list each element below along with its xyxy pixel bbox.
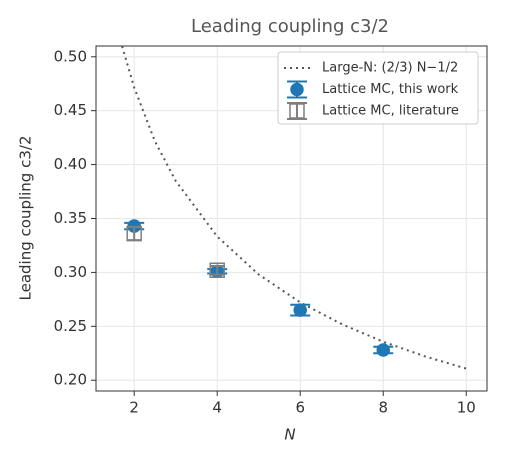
y-tick-label: 0.45 [54,101,87,119]
plot-frame [95,45,488,392]
curve [121,45,467,370]
y-tick-label: 0.50 [54,47,87,65]
marker [376,343,390,357]
y-tick-label: 0.35 [54,209,87,227]
x-tick-label: 4 [212,399,222,417]
y-tick-label: 0.30 [54,263,87,281]
marker [293,303,307,317]
x-axis-label: N [284,426,295,444]
y-tick-label: 0.25 [54,317,87,335]
legend-handle [287,102,307,120]
legend-label: Lattice MC, literature [322,104,459,119]
legend: Large-N: (2/3) N−1/2 Lattice MC, this wor… [277,51,479,125]
x-tick-label: 6 [295,399,305,417]
x-tick-label: 2 [129,399,139,417]
y-tick-label: 0.40 [54,155,87,173]
legend-box [277,51,479,125]
legend-label: Large-N: (2/3) N−1/2 [322,61,458,76]
y-tick-label: 0.20 [54,371,87,389]
y-axis-label: Leading coupling c3/2 [17,136,35,301]
marker [209,262,225,278]
marker [290,82,304,97]
x-tick-label: 8 [378,399,388,417]
chart-title: Leading coupling c3/2 [191,16,389,37]
error-bar [210,264,225,276]
marker [126,225,142,242]
legend-label: Lattice MC, this work [322,82,459,97]
marker [289,103,305,119]
x-tick-label: 10 [457,399,476,417]
